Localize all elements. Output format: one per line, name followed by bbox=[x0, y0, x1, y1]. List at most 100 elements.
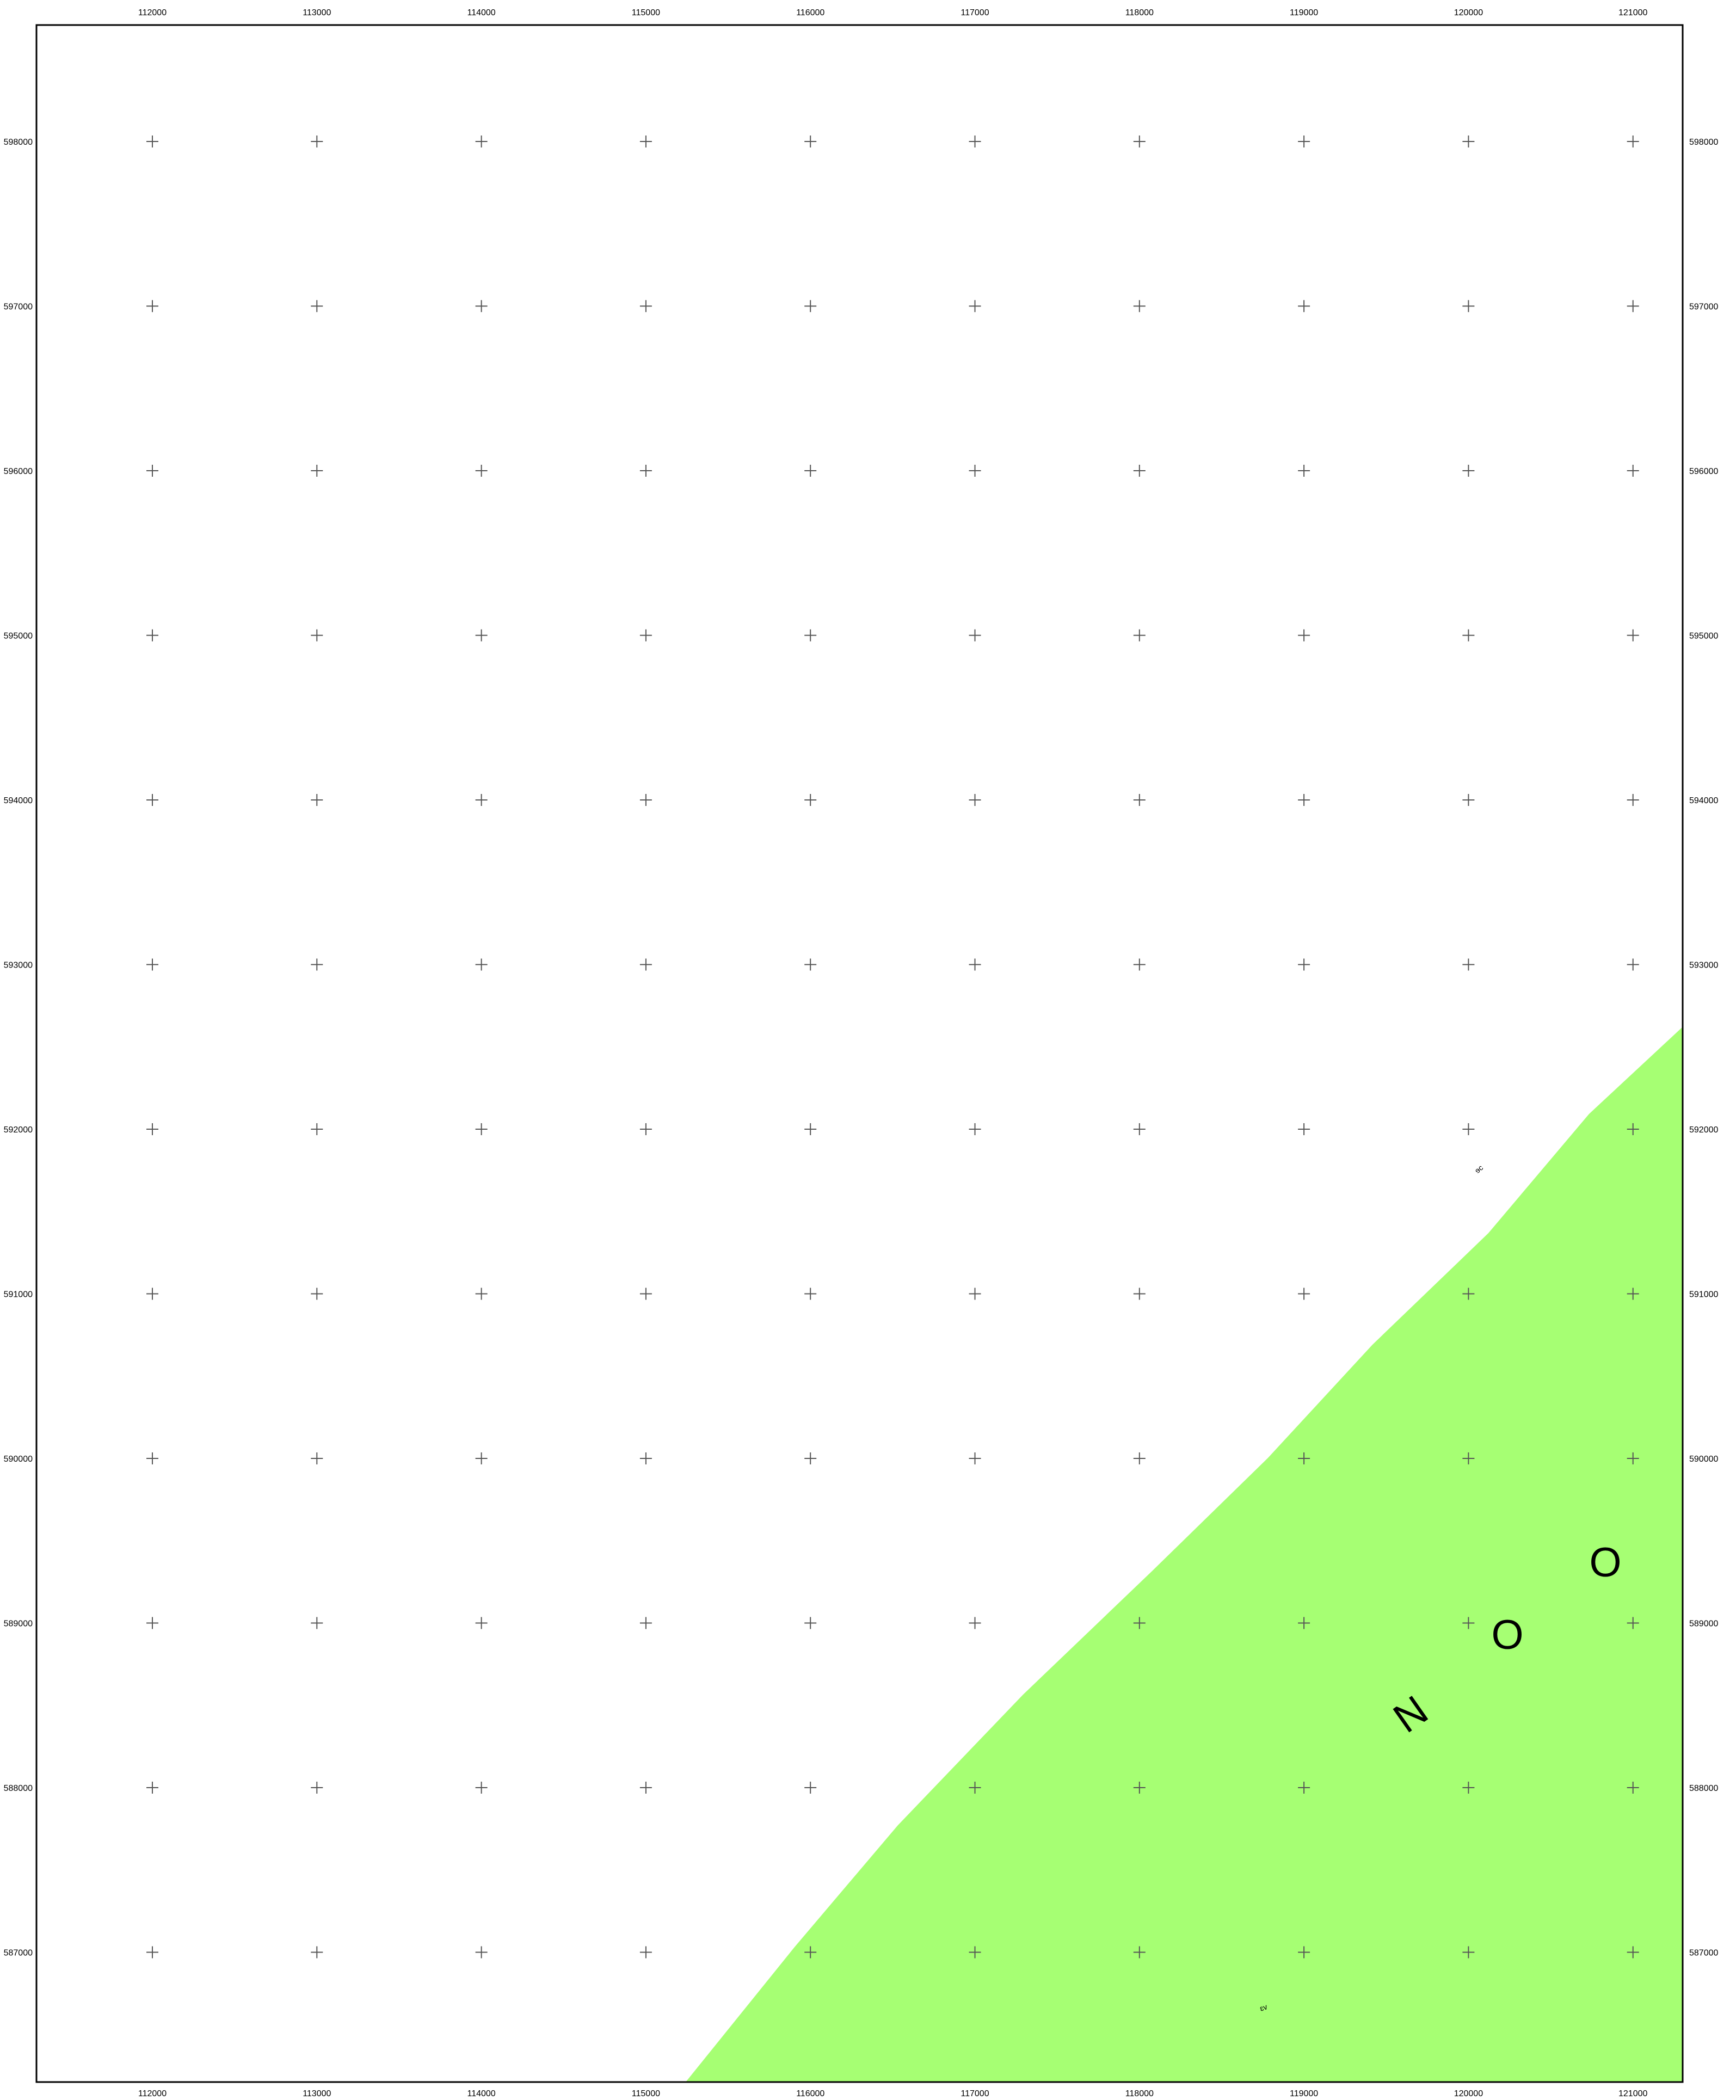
x-coordinate-label-bottom: 121000 bbox=[1618, 2089, 1647, 2098]
grid-cross bbox=[1627, 1452, 1639, 1464]
x-coordinate-label-bottom: 115000 bbox=[632, 2089, 660, 2098]
y-coordinate-label-left: 587000 bbox=[4, 1949, 33, 1958]
grid-cross bbox=[969, 300, 981, 312]
green-zone-area bbox=[686, 1027, 1683, 2082]
grid-cross bbox=[1133, 1123, 1146, 1135]
grid-cross bbox=[1627, 629, 1639, 642]
grid-cross bbox=[475, 136, 488, 147]
y-coordinate-label-left: 597000 bbox=[4, 303, 33, 312]
grid-cross bbox=[1627, 300, 1639, 312]
grid-cross bbox=[311, 794, 323, 806]
x-coordinate-label-top: 116000 bbox=[796, 8, 824, 17]
grid-cross bbox=[804, 1946, 817, 1959]
grid-cross bbox=[1133, 1782, 1146, 1794]
grid-cross bbox=[1298, 629, 1310, 642]
grid-cross bbox=[475, 958, 488, 971]
grid-cross bbox=[311, 958, 323, 971]
grid-cross bbox=[146, 1452, 158, 1464]
grid-cross bbox=[475, 1288, 488, 1300]
grid-cross bbox=[804, 136, 817, 147]
x-coordinate-label-bottom: 118000 bbox=[1125, 2089, 1154, 2098]
grid-cross bbox=[146, 1617, 158, 1629]
grid-cross bbox=[969, 1946, 981, 1959]
y-coordinate-label-right: 587000 bbox=[1689, 1949, 1718, 1958]
grid-cross bbox=[475, 1782, 488, 1794]
grid-cross bbox=[639, 1123, 652, 1135]
grid-cross bbox=[1133, 1946, 1146, 1959]
grid-cross bbox=[146, 300, 158, 312]
small-label-lower: ɛv bbox=[1259, 2002, 1269, 2013]
grid-cross bbox=[1462, 1782, 1475, 1794]
y-coordinate-label-right: 590000 bbox=[1689, 1455, 1718, 1464]
grid-cross bbox=[311, 465, 323, 477]
left-y-labels: 598000 597000 596000 595000 594000 593000 5920… bbox=[4, 138, 33, 1958]
x-coordinate-label-top: 115000 bbox=[632, 8, 660, 17]
grid-cross bbox=[1462, 1288, 1475, 1300]
grid-cross bbox=[804, 629, 817, 642]
x-coordinate-label-top: 119000 bbox=[1290, 8, 1318, 17]
grid-cross bbox=[1627, 958, 1639, 971]
grid-cross bbox=[639, 1617, 652, 1629]
y-coordinate-label-right: 588000 bbox=[1689, 1784, 1718, 1793]
y-coordinate-label-right: 592000 bbox=[1689, 1125, 1718, 1135]
y-coordinate-label-left: 591000 bbox=[4, 1290, 33, 1300]
grid-cross bbox=[311, 629, 323, 642]
grid-cross bbox=[475, 794, 488, 806]
grid-cross bbox=[639, 1946, 652, 1959]
grid-cross bbox=[969, 1123, 981, 1135]
grid-cross bbox=[146, 136, 158, 147]
grid-cross bbox=[639, 1452, 652, 1464]
y-coordinate-label-right: 591000 bbox=[1689, 1290, 1718, 1300]
grid-cross-layer bbox=[146, 136, 1639, 1959]
y-coordinate-label-right: 594000 bbox=[1689, 796, 1718, 805]
grid-cross bbox=[804, 300, 817, 312]
grid-cross bbox=[1462, 629, 1475, 642]
grid-cross bbox=[1298, 300, 1310, 312]
grid-cross bbox=[1133, 136, 1146, 147]
grid-cross bbox=[804, 958, 817, 971]
grid-cross bbox=[1133, 958, 1146, 971]
x-coordinate-label-top: 118000 bbox=[1125, 8, 1154, 17]
grid-cross bbox=[804, 465, 817, 477]
grid-cross bbox=[1298, 136, 1310, 147]
grid-cross bbox=[804, 1123, 817, 1135]
grid-cross bbox=[1133, 465, 1146, 477]
grid-cross bbox=[475, 1946, 488, 1959]
grid-cross bbox=[1462, 136, 1475, 147]
grid-cross bbox=[1298, 1946, 1310, 1959]
y-coordinate-label-right: 595000 bbox=[1689, 632, 1718, 641]
grid-cross bbox=[1298, 958, 1310, 971]
grid-cross bbox=[1298, 1617, 1310, 1629]
grid-cross bbox=[1133, 629, 1146, 642]
grid-cross bbox=[1462, 958, 1475, 971]
grid-cross bbox=[1462, 1123, 1475, 1135]
grid-cross bbox=[804, 794, 817, 806]
map-frame bbox=[35, 24, 1684, 2083]
grid-cross bbox=[1627, 465, 1639, 477]
grid-cross bbox=[1133, 1452, 1146, 1464]
top-x-labels: 112000 113000 114000 115000 116000 117000 1180… bbox=[138, 8, 1648, 17]
y-coordinate-label-left: 592000 bbox=[4, 1125, 33, 1135]
grid-cross bbox=[146, 1782, 158, 1794]
grid-cross bbox=[475, 1452, 488, 1464]
grid-cross bbox=[146, 958, 158, 971]
grid-cross bbox=[1298, 794, 1310, 806]
y-coordinate-label-left: 594000 bbox=[4, 796, 33, 805]
grid-cross bbox=[1462, 300, 1475, 312]
grid-cross bbox=[311, 1617, 323, 1629]
x-coordinate-label-bottom: 113000 bbox=[303, 2089, 331, 2098]
grid-cross bbox=[475, 1123, 488, 1135]
grid-cross bbox=[804, 1617, 817, 1629]
x-coordinate-label-top: 113000 bbox=[303, 8, 331, 17]
y-coordinate-label-right: 593000 bbox=[1689, 961, 1718, 970]
right-y-labels: 598000 597000 596000 595000 594000 593000 5920… bbox=[1689, 138, 1718, 1958]
grid-cross bbox=[639, 958, 652, 971]
grid-cross bbox=[969, 629, 981, 642]
grid-cross bbox=[1627, 794, 1639, 806]
grid-cross bbox=[969, 1288, 981, 1300]
y-coordinate-label-left: 589000 bbox=[4, 1619, 33, 1629]
grid-cross bbox=[1462, 1946, 1475, 1959]
grid-cross bbox=[1627, 1123, 1639, 1135]
x-coordinate-label-top: 120000 bbox=[1454, 8, 1483, 17]
